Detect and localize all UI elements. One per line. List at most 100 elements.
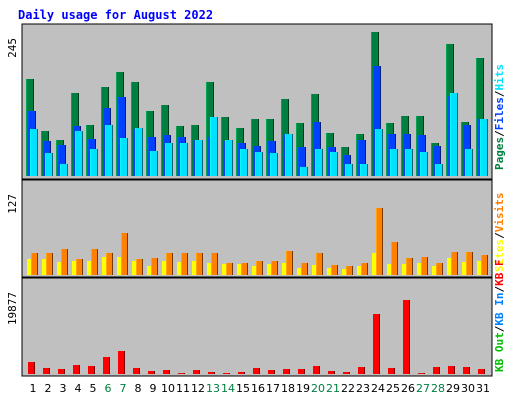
bar-kbf-day-5: [88, 366, 95, 374]
bar-files-day-24-shadow: [380, 66, 381, 176]
bar-pages-day-16-shadow: [262, 152, 263, 176]
bar-kbf-day-23-shadow: [364, 367, 365, 374]
bar-kbf-day-29-shadow: [454, 366, 455, 374]
x-tick-label-day-4: 4: [75, 382, 82, 395]
bar-kbf-day-15-highlight: [238, 372, 239, 374]
bar-kbf-day-17: [268, 370, 275, 374]
bar-hits-day-15-highlight: [236, 128, 237, 176]
bar-pages-day-4-highlight: [75, 131, 76, 176]
bar-pages-day-14: [225, 140, 233, 176]
bar-visits-day-4-highlight: [72, 261, 73, 275]
bar-hits-day-4-highlight: [71, 93, 72, 176]
bar-sites-day-5-shadow: [97, 249, 98, 275]
x-tick-label-day-16: 16: [251, 382, 265, 395]
bar-sites-day-17-shadow: [277, 261, 278, 275]
bar-files-day-19-shadow: [305, 147, 306, 176]
bar-visits-day-7: [117, 257, 123, 275]
bar-sites-day-9: [151, 258, 158, 275]
bar-kbf-day-19-highlight: [298, 369, 299, 374]
x-tick-label-day-17: 17: [266, 382, 280, 395]
bar-pages-day-23-shadow: [367, 164, 368, 176]
bar-visits-day-6: [102, 257, 108, 275]
bar-pages-day-22-shadow: [352, 164, 353, 176]
bar-kbf-day-20-highlight: [313, 366, 314, 374]
bar-visits-day-19-highlight: [297, 268, 298, 275]
bar-kbf-day-10: [163, 370, 170, 374]
bar-kbf-day-29: [448, 366, 455, 374]
bar-kbf-day-7-highlight: [118, 351, 119, 374]
bar-kbf-day-14-shadow: [229, 373, 230, 374]
bar-sites-day-8-highlight: [136, 259, 137, 275]
bar-sites-day-1-highlight: [31, 253, 32, 275]
bar-visits-day-18: [282, 263, 288, 275]
bar-visits-day-13: [207, 263, 213, 275]
bar-files-day-12-highlight: [193, 140, 194, 176]
bar-sites-day-21: [331, 265, 338, 275]
bar-hits-day-19-highlight: [296, 123, 297, 176]
bar-kbf-day-26-highlight: [403, 300, 404, 374]
bar-kbf-day-27: [418, 373, 425, 374]
bar-pages-day-3: [60, 164, 68, 176]
bar-visits-day-22-highlight: [342, 269, 343, 275]
bar-pages-day-12: [195, 140, 203, 176]
bar-pages-day-9: [150, 151, 158, 176]
bar-kbf-day-13-highlight: [208, 372, 209, 374]
bar-visits-day-16-highlight: [252, 266, 253, 275]
bar-kbf-day-2-shadow: [49, 368, 50, 374]
bar-pages-day-1-highlight: [30, 129, 31, 176]
bar-pages-day-27: [420, 152, 428, 176]
bar-hits-day-24-highlight: [371, 32, 372, 176]
bar-pages-day-8-shadow: [142, 128, 143, 176]
legend-bottom-item-4: KB Out: [493, 332, 506, 372]
bar-kbf-day-19: [298, 369, 305, 374]
bar-visits-day-13-highlight: [207, 263, 208, 275]
bar-visits-day-23: [357, 266, 363, 275]
bar-kbf-day-27-highlight: [418, 373, 419, 374]
bar-sites-day-27-shadow: [427, 257, 428, 275]
legend-top: Pages/Files/Hits: [493, 64, 506, 170]
bar-pages-day-14-shadow: [232, 140, 233, 176]
bar-pages-day-1-shadow: [37, 129, 38, 176]
bar-sites-day-21-highlight: [331, 265, 332, 275]
bar-hits-day-6-highlight: [101, 87, 102, 176]
bar-hits-day-13-highlight: [206, 82, 207, 176]
bar-pages-day-18-shadow: [292, 134, 293, 176]
bar-sites-day-11-highlight: [181, 253, 182, 275]
bar-pages-day-1: [30, 129, 38, 176]
bar-hits-day-7-highlight: [116, 72, 117, 176]
bar-visits-day-28-highlight: [432, 266, 433, 275]
bar-pages-day-19-highlight: [300, 167, 301, 176]
bar-sites-day-7-highlight: [121, 233, 122, 275]
bar-hits-day-31: [476, 58, 484, 176]
bar-visits-day-31: [477, 261, 483, 275]
bar-sites-day-23: [361, 263, 368, 275]
bar-pages-day-29: [450, 93, 458, 176]
bar-pages-day-24-shadow: [382, 129, 383, 176]
bar-pages-day-11: [180, 143, 188, 176]
bar-files-day-5-highlight: [88, 139, 89, 176]
bar-sites-day-30-highlight: [466, 252, 467, 275]
bar-files-day-13-highlight: [208, 137, 209, 176]
bar-pages-day-25-shadow: [397, 149, 398, 176]
bar-sites-day-11-shadow: [187, 253, 188, 275]
bar-sites-day-3-shadow: [67, 249, 68, 275]
bar-visits-day-15-highlight: [237, 264, 238, 275]
bar-files-day-14-highlight: [223, 141, 224, 176]
bar-kbf-day-26-shadow: [409, 300, 410, 374]
bar-kbf-day-14-highlight: [223, 373, 224, 374]
bar-kbf-day-9-highlight: [148, 371, 149, 374]
bar-pages-day-28: [435, 164, 443, 176]
x-axis-labels: 1 2 3 4 5 6 7 8 9 10 11 12 13 14 15 16 17 18 19 20 21 22 23 24 2…: [30, 382, 491, 395]
bar-kbf-day-4-highlight: [73, 365, 74, 374]
bar-sites-day-28-highlight: [436, 263, 437, 275]
bar-kbf-day-25: [388, 368, 395, 374]
bar-kbf-day-3-shadow: [64, 369, 65, 374]
bar-pages-day-7-highlight: [120, 138, 121, 176]
bar-visits-day-29: [447, 258, 453, 275]
legend-bottom-item-3: /: [493, 325, 506, 332]
bar-visits-day-4: [72, 261, 78, 275]
x-tick-label-day-3: 3: [60, 382, 67, 395]
bar-kbf-day-25-shadow: [394, 368, 395, 374]
bar-kbf-day-16: [253, 368, 260, 374]
